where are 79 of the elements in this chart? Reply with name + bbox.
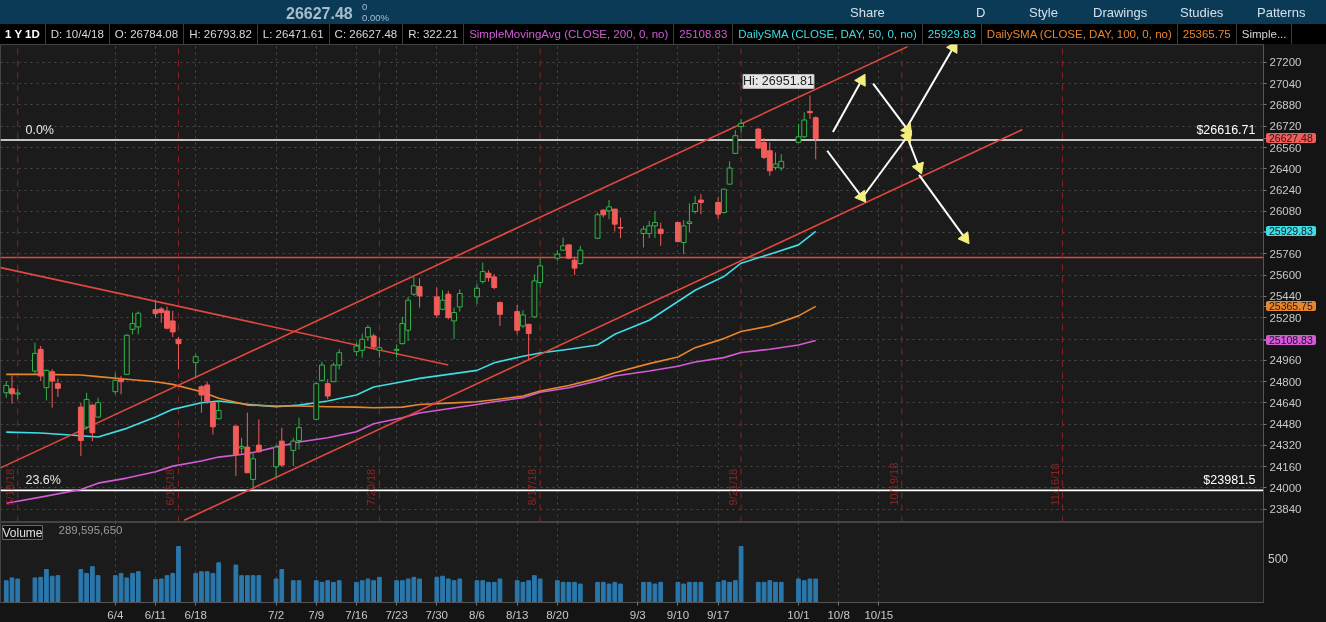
y-tick-label: 25760 xyxy=(1269,247,1302,260)
text: Simple... xyxy=(1236,24,1293,44)
y-tick-label: 25108.83 xyxy=(1266,334,1316,346)
text: 0.00% xyxy=(362,11,389,25)
x-tick-label: 6/18 xyxy=(184,608,207,621)
ref-line-label: 7/20/18 xyxy=(365,468,378,506)
x-tick-label: 7/2 xyxy=(268,608,285,621)
text: Patterns xyxy=(1257,4,1306,22)
y-tick-label: 26240 xyxy=(1269,184,1302,197)
text: R: 322.21 xyxy=(403,24,465,44)
text: 25365.75 xyxy=(1177,24,1237,44)
x-tick-label: 9/17 xyxy=(706,608,730,621)
ref-line-label: 6/15/18 xyxy=(164,468,177,506)
ref-line-label: 11/16/18 xyxy=(1048,463,1061,506)
text: Style xyxy=(1029,4,1058,22)
text: C: 26627.48 xyxy=(329,24,404,44)
x-tick-label: 10/15 xyxy=(864,608,894,621)
annotation: 23.6% xyxy=(25,473,61,488)
x-tick-label: 6/11 xyxy=(144,608,167,621)
y-tick-label: 26720 xyxy=(1269,120,1302,133)
text: Share xyxy=(850,4,885,22)
y-tick-label: 24640 xyxy=(1269,396,1302,409)
text: 289,595,650 xyxy=(58,523,123,536)
y-tick-label: 23840 xyxy=(1269,503,1302,516)
y-tick-label: 25440 xyxy=(1269,290,1302,303)
text: Drawings xyxy=(1093,4,1148,22)
y-tick-label: 24800 xyxy=(1269,375,1302,388)
y-tick-label: 26400 xyxy=(1269,162,1302,175)
y-tick-label: 24960 xyxy=(1269,354,1302,367)
annotation: 0.0% xyxy=(25,123,54,138)
x-tick-label: 8/13 xyxy=(505,608,529,621)
y-tick-label: 24320 xyxy=(1269,439,1302,452)
ref-line-label: 10/19/18 xyxy=(887,462,900,506)
x-tick-label: 10/8 xyxy=(827,608,850,621)
text: D xyxy=(976,4,986,22)
text: 25929.83 xyxy=(922,24,982,44)
annotation: Hi: 26951.81 xyxy=(743,74,815,89)
y-tick-label: 27200 xyxy=(1269,56,1302,69)
text: 0 xyxy=(362,0,368,14)
y-tick-label: 24000 xyxy=(1269,481,1302,494)
y-tick-label: 25280 xyxy=(1269,311,1302,324)
x-tick-label: 7/30 xyxy=(425,608,449,621)
text: DailySMA (CLOSE, DAY, 100, 0, no) xyxy=(981,24,1178,44)
y-tick-label: 27040 xyxy=(1269,77,1302,90)
text: L: 26471.61 xyxy=(257,24,330,44)
x-tick-label: 10/1 xyxy=(787,608,810,621)
ref-line-label: $26616.71 xyxy=(1196,123,1256,138)
y-tick-label: 26080 xyxy=(1269,205,1302,218)
text: SimpleMovingAvg (CLOSE, 200, 0, no) xyxy=(464,24,675,44)
y-tick-label: 26880 xyxy=(1269,99,1302,111)
chart-title: Volume xyxy=(2,525,43,540)
x-tick-label: 6/4 xyxy=(107,608,124,621)
text: 500 xyxy=(1268,551,1289,568)
ref-line-label: 8/17/18 xyxy=(526,468,539,506)
text: D: 10/4/18 xyxy=(45,24,110,44)
chart-title: 1 Y 1D xyxy=(0,24,46,44)
x-tick-label: 7/23 xyxy=(385,608,408,621)
y-tick-label: 26627.48 xyxy=(1266,132,1316,144)
text: O: 26784.08 xyxy=(109,24,185,44)
ref-line-label: 5/18/18 xyxy=(3,468,16,506)
text: 25108.83 xyxy=(674,24,734,44)
y-tick-label: 25929.83 xyxy=(1266,225,1316,237)
text: DailySMA (CLOSE, DAY, 50, 0, no) xyxy=(733,24,923,44)
text: H: 26793.82 xyxy=(184,24,258,44)
x-tick-label: 7/9 xyxy=(308,608,325,621)
text: Studies xyxy=(1180,4,1224,22)
x-tick-label: 7/16 xyxy=(345,608,368,621)
ref-line-label: 9/21/18 xyxy=(727,468,740,506)
ref-line-label: $23981.5 xyxy=(1203,473,1256,488)
y-tick-label: 26560 xyxy=(1269,141,1302,154)
text: 26627.48 xyxy=(286,4,353,24)
y-tick-label: 24160 xyxy=(1269,460,1302,473)
y-tick-label: 25600 xyxy=(1269,269,1302,282)
x-tick-label: 9/10 xyxy=(666,608,690,621)
x-tick-label: 9/3 xyxy=(629,608,646,621)
x-tick-label: 8/20 xyxy=(546,608,569,621)
y-tick-label: 25365.75 xyxy=(1266,300,1316,312)
y-tick-label: 24480 xyxy=(1269,418,1302,431)
x-tick-label: 8/6 xyxy=(469,608,485,621)
